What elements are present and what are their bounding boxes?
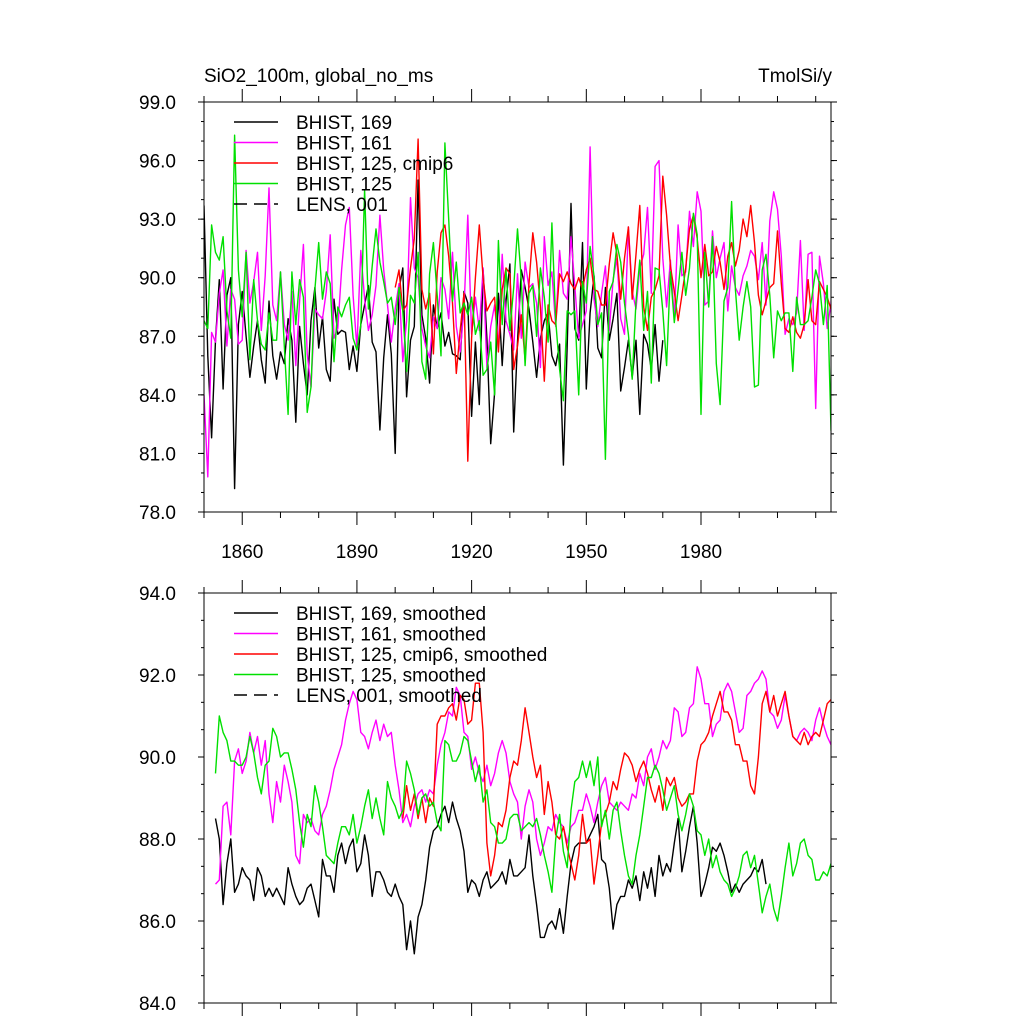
x-tick-label: 1860 [221,542,263,563]
legend-label: BHIST, 169 [296,113,392,134]
y-tick-label: 88.0 [139,830,176,851]
x-tick-label: 1920 [450,542,492,563]
legend-label: BHIST, 125, cmip6 [296,154,453,175]
y-tick-label: 93.0 [139,210,176,231]
legend-label: BHIST, 169, smoothed [296,604,486,625]
y-tick-label: 94.0 [139,584,176,605]
y-tick-label: 90.0 [139,269,176,290]
y-tick-label: 84.0 [139,994,176,1015]
y-tick-label: 92.0 [139,666,176,687]
y-tick-label: 90.0 [139,748,176,769]
legend-label: BHIST, 125, cmip6, smoothed [296,645,547,666]
series-line-bhist-125-cmip6 [394,138,831,462]
bottom-panel: 84.0 86.0 88.0 90.0 92.0 94.0 BHIST, 169, smo… [139,580,837,1016]
legend-label: BHIST, 161 [296,134,392,155]
right-title: TmolSi/y [758,66,832,87]
legend-label: BHIST, 161, smoothed [296,625,486,646]
y-tick-label: 84.0 [139,386,176,407]
x-tick-label: 1890 [336,542,378,563]
series-line-bhist-161-smoothed [214,666,831,885]
axes: 78.0 81.0 84.0 87.0 90.0 93.0 96.0 99.0 1860 1890… [139,89,837,563]
series-line-bhist-169-smoothed [214,801,767,955]
series-line-bhist-125-smoothed [214,715,831,922]
series-line-bhist-169 [204,179,664,490]
plot-frame [203,592,832,1004]
legend-label: BHIST, 125, smoothed [296,666,486,687]
top-panel: SiO2_100m, global_no_ms TmolSi/y 78.0 81.… [139,66,837,563]
series-line-bhist-125-cmip6-smoothed [402,682,831,885]
left-title: SiO2_100m, global_no_ms [204,66,433,87]
legend-label: BHIST, 125 [296,175,392,196]
legend-label: LENS, 001 [296,195,388,216]
y-tick-label: 78.0 [139,503,176,524]
y-tick-label: 87.0 [139,327,176,348]
y-tick-label: 81.0 [139,444,176,465]
series-group [214,666,831,955]
x-tick-label: 1950 [565,542,607,563]
y-tick-label: 86.0 [139,912,176,933]
y-tick-label: 96.0 [139,152,176,173]
series-group [204,134,831,490]
legend-label: LENS, 001, smoothed [296,686,482,707]
plot-frame [203,101,832,513]
series-line-bhist-125 [204,134,831,460]
axes: 84.0 86.0 88.0 90.0 92.0 94.0 [139,580,837,1016]
y-tick-label: 99.0 [139,93,176,114]
x-tick-label: 1980 [680,542,722,563]
